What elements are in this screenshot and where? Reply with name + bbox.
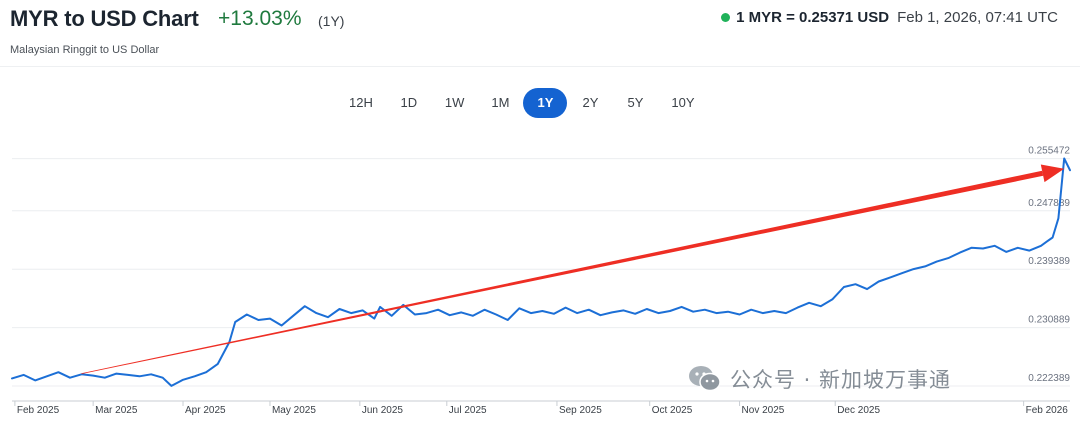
y-tick-label: 0.255472 <box>1028 146 1070 157</box>
change-percent: +13.03% <box>218 7 302 30</box>
x-tick-label: Sep 2025 <box>559 405 602 416</box>
x-axis: Feb 2025 Mar 2025 Apr 2025 May 2025 Jun 2025… <box>12 400 1070 416</box>
y-tick-label: 0.247889 <box>1028 198 1070 209</box>
watermark-text: 公众号 · 新加坡万事通 <box>730 368 952 392</box>
live-status-dot <box>721 13 731 22</box>
x-tick-label: Feb 2025 <box>17 405 60 416</box>
x-tick-label: Dec 2025 <box>837 405 880 416</box>
annotation-arrow-head <box>1040 164 1065 183</box>
tab-1w[interactable]: 1W <box>444 95 465 110</box>
exchange-rate-chart[interactable]: 0.255472 0.247889 0.239389 0.230889 0.222389… <box>0 120 1080 424</box>
series-group <box>11 157 1071 387</box>
x-tick-label: Feb 2026 <box>1026 405 1069 416</box>
wechat-icon <box>689 366 721 392</box>
change-period: (1Y) <box>318 13 345 29</box>
tab-1y[interactable]: 1Y <box>523 88 568 118</box>
x-tick-label: Jul 2025 <box>449 405 487 416</box>
tab-5y[interactable]: 5Y <box>627 95 644 110</box>
chart-subtitle: Malaysian Ringgit to US Dollar <box>10 44 160 56</box>
live-rate: 1 MYR = 0.25371 USD Feb 1, 2026, 07:41 U… <box>721 9 1058 26</box>
tab-10y[interactable]: 10Y <box>671 95 695 110</box>
tab-12h[interactable]: 12H <box>349 95 373 110</box>
chart-header: MYR to USD Chart +13.03% (1Y) Malaysian … <box>0 0 1080 70</box>
y-tick-label: 0.230889 <box>1028 315 1070 326</box>
y-tick-label: 0.222389 <box>1028 373 1070 384</box>
tab-1d[interactable]: 1D <box>400 95 418 110</box>
watermark: 公众号 · 新加坡万事通 <box>688 364 951 394</box>
series-line <box>11 157 1071 387</box>
tab-1m[interactable]: 1M <box>491 95 510 110</box>
x-tick-label: Mar 2025 <box>95 405 138 416</box>
rate-value: 1 MYR = 0.25371 USD <box>736 9 890 26</box>
range-tabs: 12H 1D 1W 1M 1Y 2Y 5Y 10Y <box>336 88 708 118</box>
y-tick-label: 0.239389 <box>1028 256 1070 267</box>
grid-lines <box>12 158 1070 387</box>
chart-title: MYR to USD Chart <box>10 6 199 31</box>
annotation-group <box>81 164 1065 374</box>
x-tick-label: Oct 2025 <box>652 405 693 416</box>
x-tick-label: Nov 2025 <box>742 405 785 416</box>
tab-2y[interactable]: 2Y <box>582 95 599 110</box>
y-axis-labels: 0.255472 0.247889 0.239389 0.230889 0.222389 <box>1028 146 1070 384</box>
header-divider <box>0 66 1080 67</box>
rate-timestamp: Feb 1, 2026, 07:41 UTC <box>897 9 1058 26</box>
x-tick-label: Jun 2025 <box>362 405 404 416</box>
x-tick-label: Apr 2025 <box>185 405 226 416</box>
annotation-arrow-shaft <box>81 170 1044 374</box>
x-tick-label: May 2025 <box>272 405 316 416</box>
